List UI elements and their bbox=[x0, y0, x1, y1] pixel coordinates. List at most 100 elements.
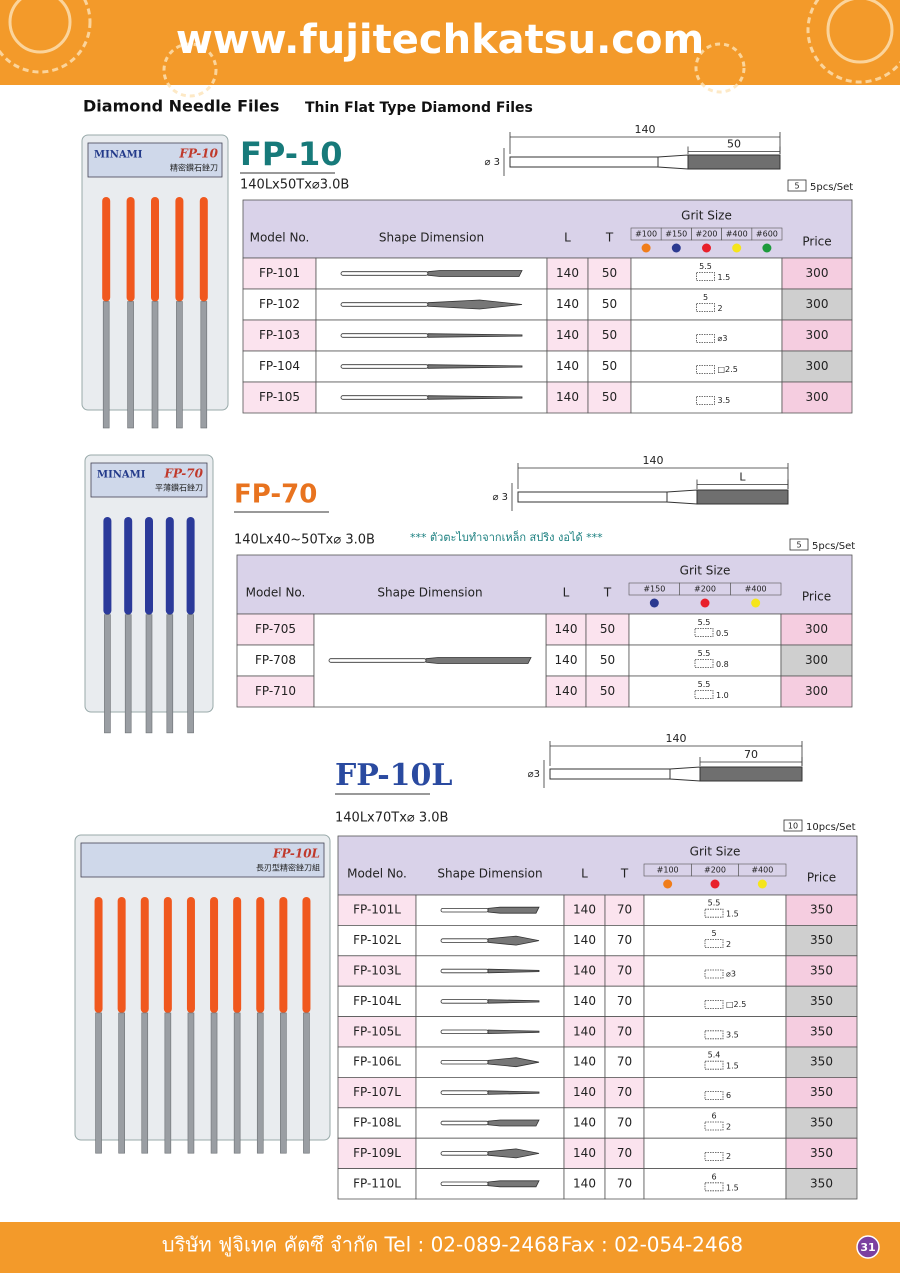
file-shank bbox=[440, 1090, 489, 1095]
grit-dot bbox=[641, 243, 651, 253]
pack-size: 5pcs/Set bbox=[810, 182, 853, 193]
price-value: 300 bbox=[805, 653, 828, 667]
pack-size: 10pcs/Set bbox=[806, 822, 856, 833]
photo-file-blade bbox=[200, 301, 208, 429]
thickness-value: 50 bbox=[600, 684, 615, 698]
dimension-length-label: 140 bbox=[635, 123, 656, 136]
length-value: 140 bbox=[573, 1085, 596, 1099]
section-width: 5.5 bbox=[698, 618, 711, 627]
price-value: 350 bbox=[810, 994, 833, 1008]
thickness-value: 70 bbox=[617, 964, 632, 978]
section-thickness: 2 bbox=[726, 1123, 731, 1132]
table-header-bg bbox=[337, 835, 858, 896]
file-tip bbox=[425, 657, 532, 664]
length-value: 140 bbox=[573, 903, 596, 917]
photo-file-handle bbox=[279, 897, 288, 1013]
photo-file-blade bbox=[280, 1012, 287, 1154]
section-icon bbox=[704, 1000, 724, 1009]
section-icon bbox=[704, 1091, 724, 1100]
photo-file-handle bbox=[102, 197, 111, 302]
price-value: 350 bbox=[810, 1116, 833, 1130]
section-size: 6 bbox=[726, 1091, 731, 1100]
length-value: 140 bbox=[556, 266, 579, 280]
photo-file-handle bbox=[233, 897, 242, 1013]
table-cell bbox=[242, 288, 317, 321]
section-icon bbox=[704, 939, 724, 948]
photo-file-handle bbox=[117, 897, 126, 1013]
length-value: 140 bbox=[555, 653, 578, 667]
photo-file-handle bbox=[210, 897, 219, 1013]
table-cell bbox=[546, 288, 589, 321]
product-spec: 140Lx70Tx⌀ 3.0B bbox=[335, 811, 448, 826]
file-tip bbox=[487, 1119, 540, 1127]
grit-label: #600 bbox=[756, 230, 778, 239]
price-value: 350 bbox=[810, 964, 833, 978]
table-cell bbox=[785, 1168, 858, 1200]
grit-label: #100 bbox=[635, 230, 657, 239]
thickness-value: 70 bbox=[617, 1176, 632, 1190]
photo-name: 平薄鑽石銼刀 bbox=[155, 483, 203, 493]
table-cell bbox=[236, 675, 315, 708]
column-header: Model No. bbox=[246, 586, 306, 600]
page-subtitle: Thin Flat Type Diamond Files bbox=[305, 100, 533, 116]
table-cell bbox=[546, 381, 589, 414]
file-shank bbox=[440, 908, 489, 913]
header-band bbox=[0, 0, 900, 85]
table-cell bbox=[604, 1107, 645, 1139]
photo-file-handle bbox=[145, 517, 153, 615]
price-value: 300 bbox=[806, 266, 829, 280]
table-cell bbox=[604, 1077, 645, 1109]
photo-label: FP-70 bbox=[163, 467, 203, 481]
photo-file-handle bbox=[186, 897, 195, 1013]
price-value: 350 bbox=[810, 933, 833, 947]
diagram-grit bbox=[687, 154, 781, 170]
column-header: T bbox=[605, 231, 614, 245]
section-icon bbox=[696, 303, 715, 312]
photo-brand: MINAMI bbox=[94, 150, 143, 161]
model-number: FP-110L bbox=[353, 1176, 401, 1190]
price-value: 300 bbox=[806, 390, 829, 404]
thickness-value: 50 bbox=[602, 359, 617, 373]
table-cell bbox=[337, 1016, 417, 1048]
table-cell bbox=[563, 955, 606, 987]
column-header: Shape Dimension bbox=[377, 586, 482, 600]
length-value: 140 bbox=[556, 390, 579, 404]
photo-file-blade bbox=[151, 301, 159, 429]
grit-label: #200 bbox=[694, 585, 716, 594]
file-shank bbox=[340, 364, 429, 369]
grit-dot bbox=[671, 243, 681, 253]
photo-file-blade bbox=[233, 1012, 241, 1154]
column-header: Model No. bbox=[250, 231, 310, 245]
site-url: www.fujitechkatsu.com bbox=[176, 17, 704, 63]
price-value: 350 bbox=[810, 1085, 833, 1099]
photo-pack bbox=[74, 834, 331, 1141]
length-value: 140 bbox=[573, 1024, 596, 1038]
file-tip bbox=[487, 1057, 540, 1068]
model-number: FP-106L bbox=[353, 1055, 401, 1069]
section-icon bbox=[696, 272, 715, 281]
length-value: 140 bbox=[573, 1146, 596, 1160]
dimension-diameter: ⌀ 3 bbox=[484, 157, 500, 168]
grit-label: #200 bbox=[704, 866, 726, 875]
table-cell bbox=[337, 1168, 417, 1200]
file-tip bbox=[487, 906, 540, 914]
diagram-rod bbox=[517, 491, 668, 503]
column-header: L bbox=[581, 867, 588, 881]
model-number: FP-107L bbox=[353, 1085, 401, 1099]
table-cell bbox=[337, 1077, 417, 1109]
model-number: FP-105 bbox=[259, 390, 300, 404]
photo-file-handle bbox=[126, 197, 135, 302]
dimension-length-label: 140 bbox=[666, 732, 687, 745]
grit-dot bbox=[710, 879, 720, 889]
photo-name: 精密鑽石銼刀 bbox=[170, 163, 218, 173]
footer-band bbox=[0, 1222, 900, 1273]
header-ornament bbox=[0, 0, 900, 98]
product-code: FP-10L bbox=[335, 758, 453, 793]
file-shank bbox=[340, 271, 429, 276]
price-value: 350 bbox=[810, 903, 833, 917]
column-header: Price bbox=[802, 590, 831, 604]
grit-cell bbox=[751, 227, 783, 241]
photo-file-handle bbox=[163, 897, 172, 1013]
thickness-value: 70 bbox=[617, 1116, 632, 1130]
table-cell bbox=[546, 350, 589, 383]
